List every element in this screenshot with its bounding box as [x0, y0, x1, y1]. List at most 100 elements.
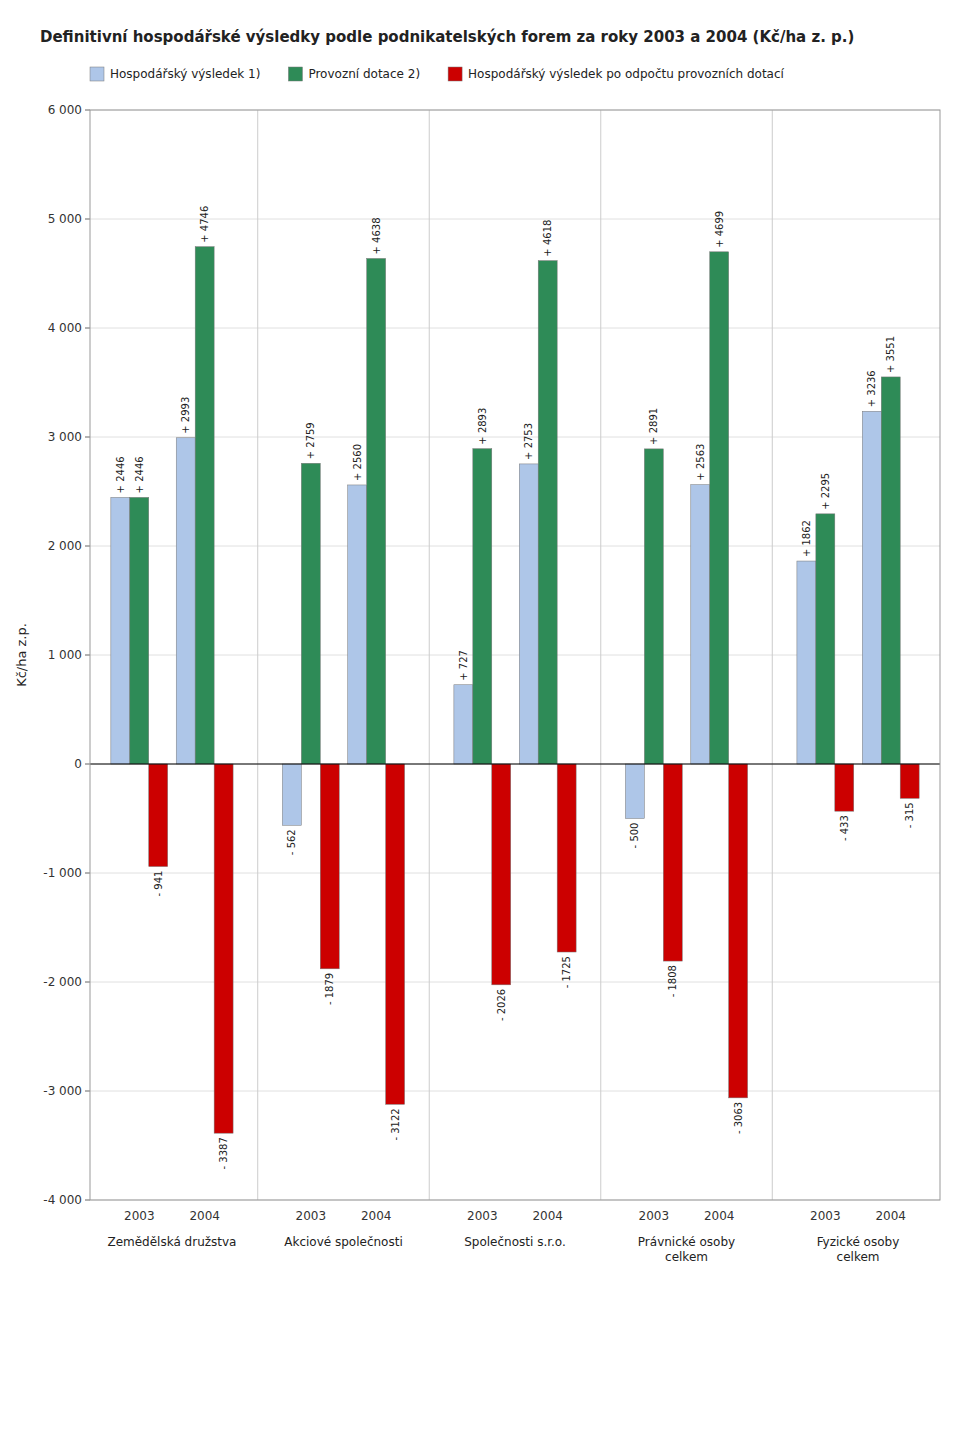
bar: [320, 764, 339, 969]
data-label: + 727: [458, 650, 469, 681]
chart-svg: Definitivní hospodářské výsledky podle p…: [0, 0, 960, 1438]
grid-line: [90, 764, 940, 765]
tick-label: -1 000: [43, 866, 82, 880]
category-label: 2004: [875, 1209, 906, 1223]
data-label: + 2295: [820, 473, 831, 510]
plot-frame: [90, 110, 940, 1200]
data-label: + 2891: [648, 408, 659, 445]
chart-title: Definitivní hospodářské výsledky podle p…: [40, 28, 854, 46]
data-label: + 4699: [714, 211, 725, 248]
group-label: Právnické osobycelkem: [638, 1235, 735, 1264]
grid-line: [90, 219, 940, 220]
data-label: - 562: [286, 829, 297, 855]
category-label: 2003: [639, 1209, 670, 1223]
data-label: + 2446: [115, 456, 126, 493]
category-label: 2003: [467, 1209, 498, 1223]
bar: [710, 252, 729, 764]
tick-mark: [85, 764, 90, 765]
bar: [348, 485, 367, 764]
bar: [835, 764, 854, 811]
data-label: + 3236: [866, 370, 877, 407]
group-divider: [429, 110, 430, 1200]
bar: [282, 764, 301, 825]
data-label: - 1808: [667, 965, 678, 997]
bars: [111, 247, 919, 1133]
grid: [90, 110, 940, 1200]
bar: [386, 764, 405, 1104]
bar: [538, 261, 557, 764]
tick-label: 4 000: [48, 321, 82, 335]
tick-mark: [85, 1091, 90, 1092]
category-label: 2004: [532, 1209, 563, 1223]
grid-line: [90, 546, 940, 547]
data-label: - 500: [629, 823, 640, 849]
tick-mark: [85, 655, 90, 656]
zero-line: [90, 764, 940, 765]
group-label-line: celkem: [665, 1250, 708, 1264]
category-label: 2004: [704, 1209, 735, 1223]
data-label: + 2893: [477, 408, 488, 445]
category-label: 2003: [124, 1209, 155, 1223]
tick-label: 2 000: [48, 539, 82, 553]
bar: [862, 411, 881, 764]
category-label: 2004: [361, 1209, 392, 1223]
grid-line: [90, 437, 940, 438]
grid-line: [90, 328, 940, 329]
group-label-line: Společnosti s.r.o.: [464, 1235, 566, 1249]
bar: [473, 449, 492, 764]
data-label: + 2993: [180, 397, 191, 434]
data-label: + 4746: [199, 206, 210, 243]
bar: [663, 764, 682, 961]
tick-label: 3 000: [48, 430, 82, 444]
data-label: - 2026: [496, 989, 507, 1021]
tick-mark: [85, 328, 90, 329]
data-label: - 3387: [218, 1137, 229, 1169]
tick-label: -2 000: [43, 975, 82, 989]
data-label: + 4618: [542, 220, 553, 257]
data-label: - 1879: [324, 973, 335, 1005]
group-label-line: Akciové společnosti: [284, 1235, 403, 1249]
category-label: 2003: [810, 1209, 841, 1223]
tick-mark: [85, 219, 90, 220]
tick-label: -3 000: [43, 1084, 82, 1098]
tick-mark: [85, 110, 90, 111]
data-label: + 2560: [352, 444, 363, 481]
bar: [816, 514, 835, 764]
category-label: 2004: [189, 1209, 220, 1223]
tick-label: 0: [74, 757, 82, 771]
bar: [149, 764, 168, 867]
tick-mark: [85, 546, 90, 547]
legend-label: Hospodářský výsledek 1): [110, 67, 260, 81]
data-label: - 315: [904, 802, 915, 828]
group-label-line: celkem: [837, 1250, 880, 1264]
group-divider: [772, 110, 773, 1200]
group-label-line: Právnické osoby: [638, 1235, 735, 1249]
legend-swatch: [288, 67, 302, 81]
tick-label: 5 000: [48, 212, 82, 226]
data-label: - 433: [839, 815, 850, 841]
tick-label: 6 000: [48, 103, 82, 117]
bar: [644, 449, 663, 764]
legend-swatch: [448, 67, 462, 81]
category-label: 2003: [296, 1209, 327, 1223]
tick-mark: [85, 873, 90, 874]
data-label: - 1725: [561, 956, 572, 988]
data-label: + 3551: [885, 336, 896, 373]
bar: [214, 764, 233, 1133]
bar: [557, 764, 576, 952]
data-label: - 3122: [390, 1108, 401, 1140]
y-axis-label: Kč/ha z.p.: [14, 623, 29, 687]
bar: [367, 258, 386, 764]
legend-swatch: [90, 67, 104, 81]
data-label: + 2753: [523, 423, 534, 460]
bar: [176, 438, 195, 764]
tick-mark: [85, 1200, 90, 1201]
bar: [130, 497, 149, 764]
bar: [729, 764, 748, 1098]
bar: [881, 377, 900, 764]
group-divider: [257, 110, 258, 1200]
group-divider: [600, 110, 601, 1200]
bar: [195, 247, 214, 764]
data-label: - 941: [153, 871, 164, 897]
group-label-line: Zemědělská družstva: [107, 1235, 236, 1249]
